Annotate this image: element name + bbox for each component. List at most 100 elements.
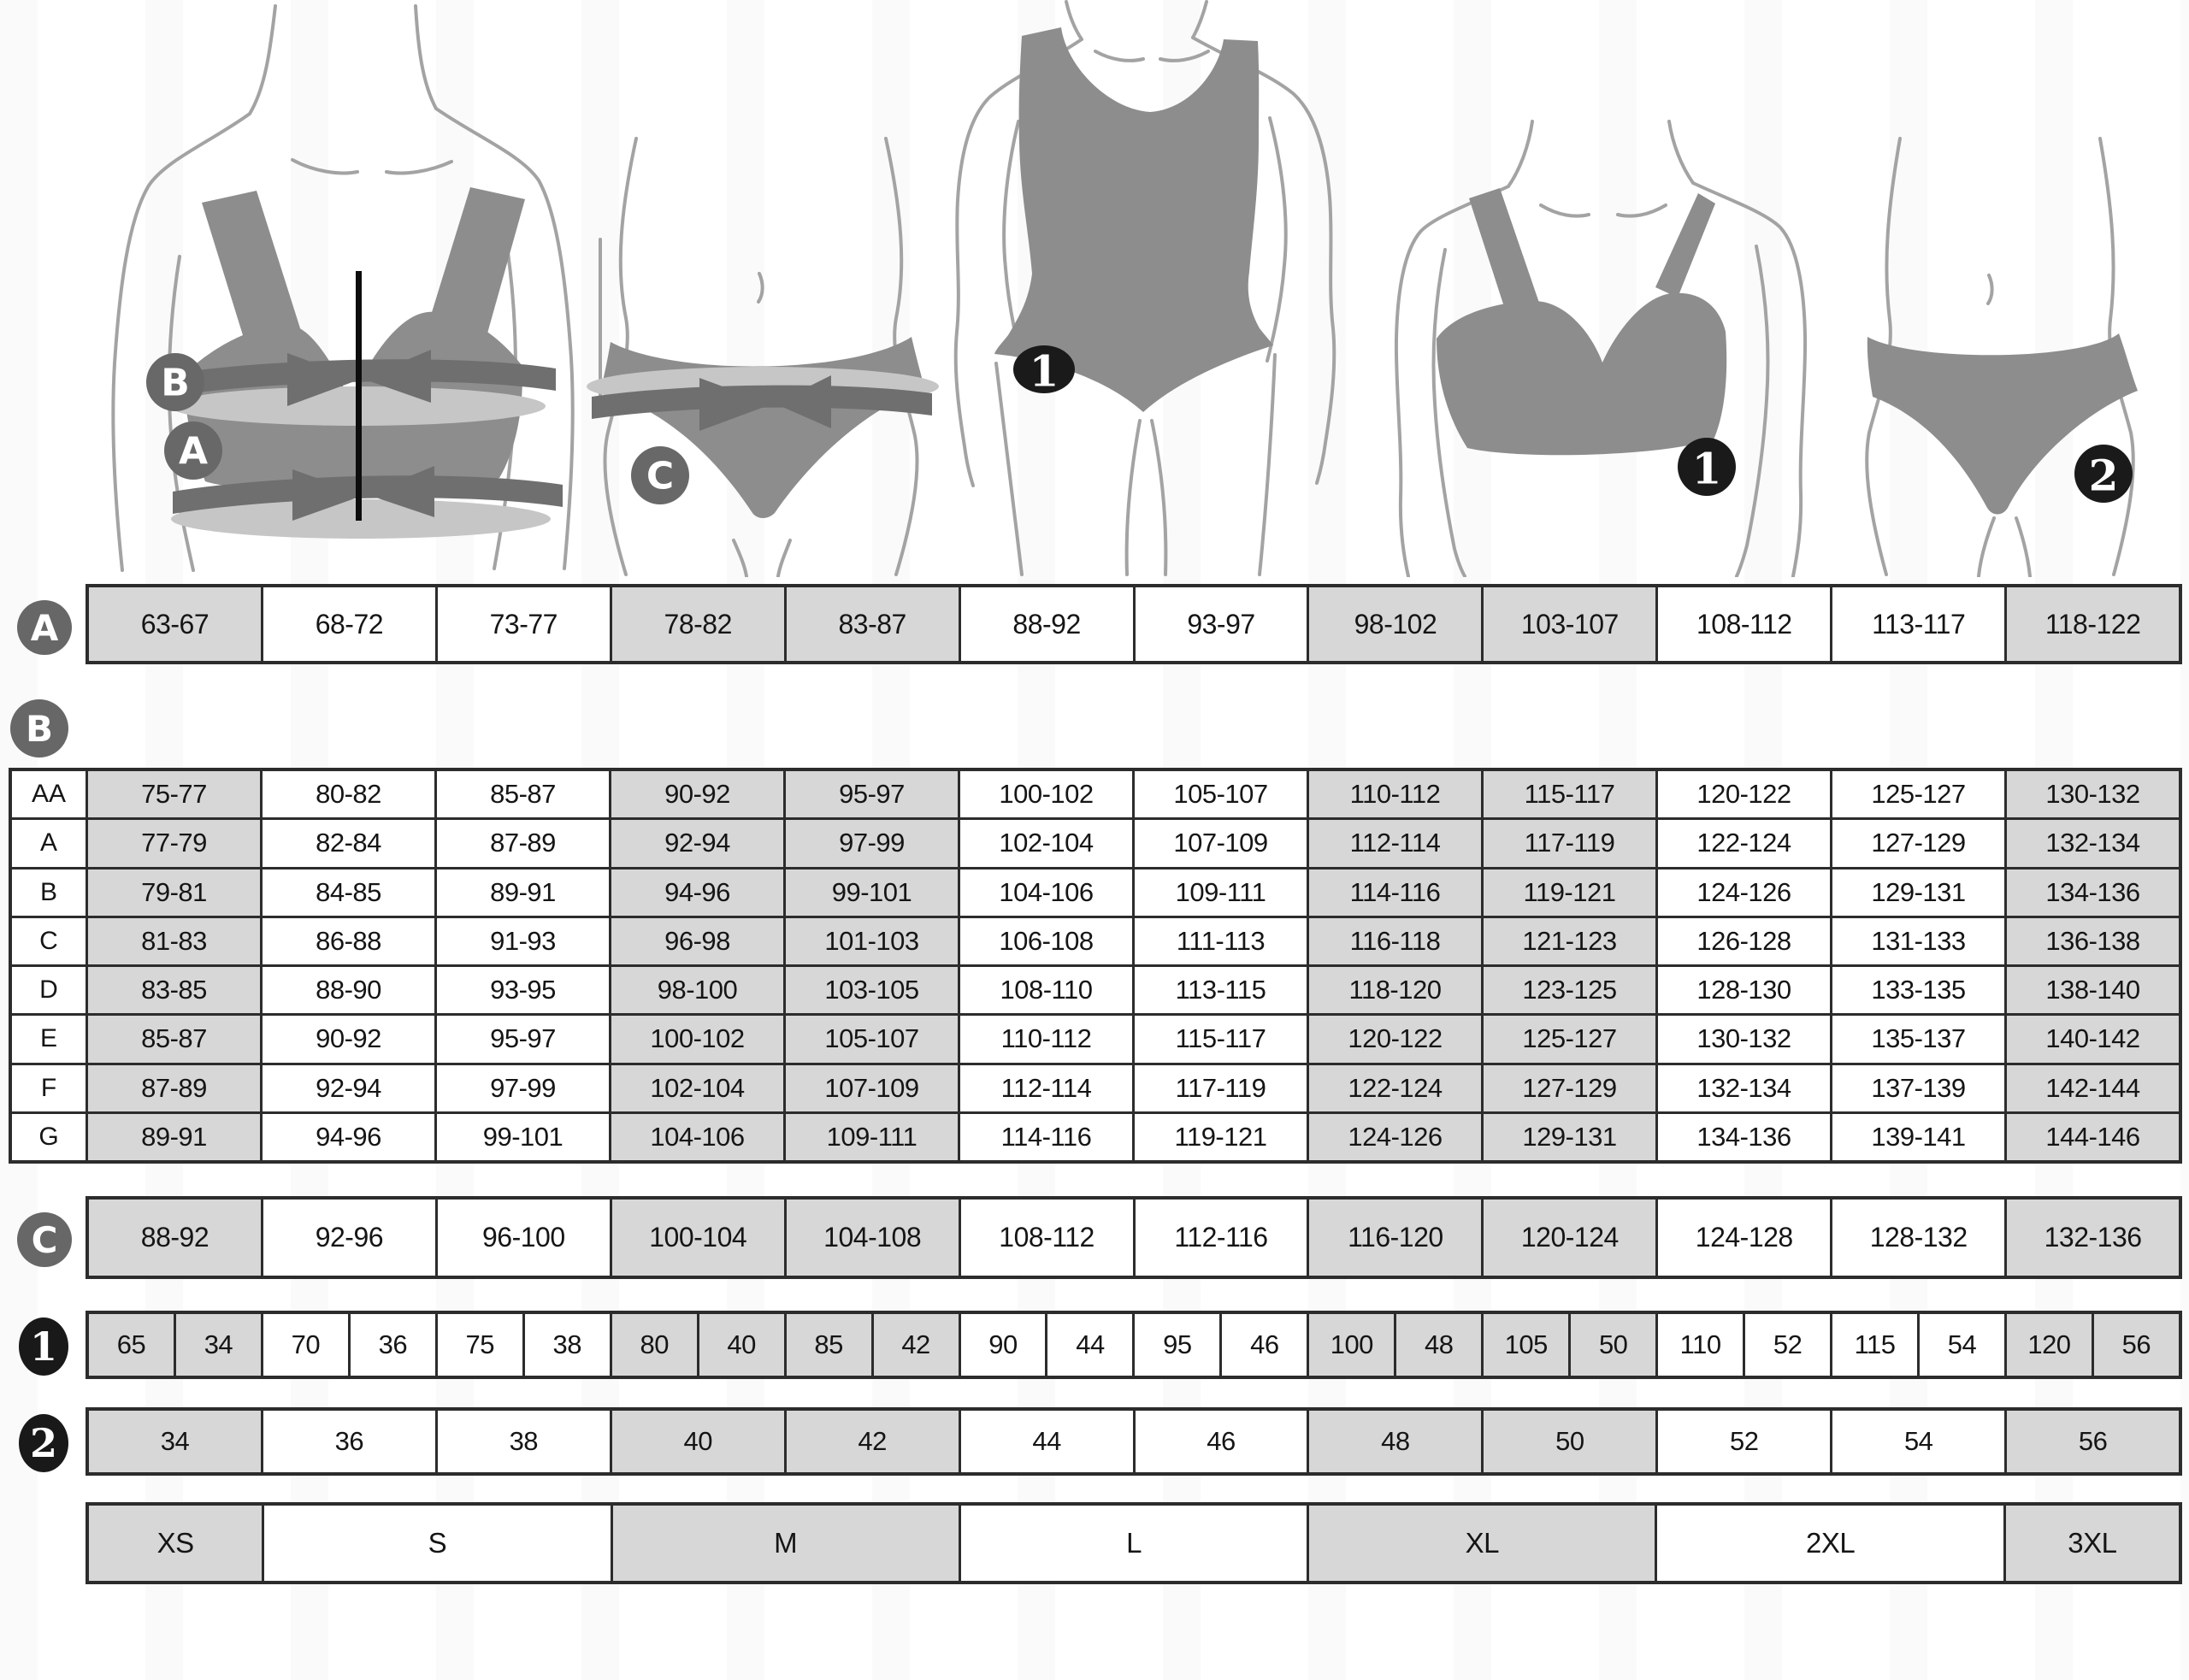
cup-row-label: G <box>12 1113 88 1160</box>
hip-cell: 116-120 <box>1309 1200 1484 1276</box>
measure-badge-c-icon <box>631 446 689 504</box>
bust-cell: 110-112 <box>960 1016 1135 1063</box>
bust-cell: 127-129 <box>1484 1064 1658 1111</box>
underbust-cell: 93-97 <box>1136 587 1310 661</box>
bust-cell: 90-92 <box>263 1016 437 1063</box>
bust-cell: 125-127 <box>1832 771 2007 818</box>
bust-cell: 113-115 <box>1135 967 1309 1014</box>
bust-cell: 87-89 <box>88 1064 263 1111</box>
cup-table-row: AA 75-77 80-82 85-87 90-92 95-97 100-102 105-10… <box>12 771 2179 821</box>
navel-mark <box>757 272 764 304</box>
international-size-row: XS S M L XL 2XL 3XL <box>86 1502 2182 1584</box>
bra-garment <box>1437 188 1727 456</box>
bra-size-cell: 120 <box>2006 1314 2094 1376</box>
underbust-cell: 108-112 <box>1658 587 1833 661</box>
bust-cell: 107-109 <box>786 1064 960 1111</box>
bust-cell: 115-117 <box>1484 771 1658 818</box>
arrow-right-icon <box>292 469 364 521</box>
bust-cell: 120-122 <box>1658 771 1832 818</box>
bust-cell: 114-116 <box>960 1113 1135 1160</box>
underbust-cell: 83-87 <box>786 587 961 661</box>
bra-size-cell: 38 <box>525 1314 612 1376</box>
arrow-left-icon <box>366 466 434 517</box>
bust-cell: 104-106 <box>611 1113 786 1160</box>
bra-size-cell: 46 <box>1222 1314 1310 1376</box>
cup-row-label: E <box>12 1016 88 1063</box>
bust-cell: 94-96 <box>263 1113 437 1160</box>
bust-cell: 75-77 <box>88 771 263 818</box>
row-label-b: B <box>10 699 68 757</box>
arrow-left-icon <box>363 350 431 403</box>
cup-table-row: D 83-85 88-90 93-95 98-100 103-105 108-110 113-… <box>12 967 2179 1017</box>
bust-cell: 125-127 <box>1484 1016 1658 1063</box>
bust-cell: 132-134 <box>2007 820 2179 867</box>
product-badge-2-icon <box>2074 445 2133 503</box>
bust-cell: 86-88 <box>263 917 437 964</box>
bust-cell: 89-91 <box>437 869 611 916</box>
international-size-cell: XL <box>1309 1506 1658 1581</box>
bra-size-cell: 100 <box>1309 1314 1397 1376</box>
cup-row-label: AA <box>12 771 88 818</box>
row-label-c: C <box>17 1212 72 1267</box>
product-badge-1-label: 1 <box>1030 346 1059 397</box>
dress-size-cell: 46 <box>1136 1411 1310 1472</box>
hip-row: 88-92 92-96 96-100 100-104 104-108 108-112 112… <box>86 1196 2182 1279</box>
bust-cell: 133-135 <box>1832 967 2007 1014</box>
bust-cell: 85-87 <box>437 771 611 818</box>
bust-cell: 138-140 <box>2007 967 2179 1014</box>
underbust-row: 63-67 68-72 73-77 78-82 83-87 88-92 93-97 98-10… <box>86 584 2182 664</box>
bust-cell: 116-118 <box>1309 917 1484 964</box>
bust-cell: 92-94 <box>611 820 786 867</box>
hip-cell: 100-104 <box>611 1200 787 1276</box>
figure-bodysuit: 1 <box>953 0 1336 576</box>
row-label-a: A <box>17 600 72 655</box>
bust-cell: 95-97 <box>437 1016 611 1063</box>
bust-cell: 82-84 <box>263 820 437 867</box>
bust-cell: 131-133 <box>1832 917 2007 964</box>
arrow-right-icon <box>699 378 771 431</box>
measure-badge-a-icon <box>164 421 222 480</box>
navel-mark <box>1986 274 1994 305</box>
dress-size-cell: 42 <box>786 1411 961 1472</box>
bust-cell: 121-123 <box>1484 917 1658 964</box>
bra-size-cell: 36 <box>351 1314 438 1376</box>
hip-cell: 120-124 <box>1484 1200 1659 1276</box>
bust-cell: 124-126 <box>1658 869 1832 916</box>
bust-cell: 128-130 <box>1658 967 1832 1014</box>
bra-size-cell: 80 <box>611 1314 699 1376</box>
underbust-cell: 113-117 <box>1832 587 2008 661</box>
dress-size-cell: 34 <box>89 1411 263 1472</box>
dress-size-row: 34 36 38 40 42 44 46 48 50 52 54 56 <box>86 1407 2182 1476</box>
dress-size-cell: 44 <box>961 1411 1136 1472</box>
bust-cell: 118-120 <box>1309 967 1484 1014</box>
bust-cell: 102-104 <box>611 1064 786 1111</box>
body-outline <box>953 0 1336 576</box>
bust-cell: 129-131 <box>1832 869 2007 916</box>
bra-size-cell: 65 <box>89 1314 176 1376</box>
dress-size-cell: 48 <box>1309 1411 1484 1472</box>
bodysuit-garment <box>994 27 1273 412</box>
bra-size-row: 65 34 70 36 75 38 80 40 85 42 90 44 95 46 100 48 105 50 11… <box>86 1311 2182 1379</box>
bust-cell: 140-142 <box>2007 1016 2179 1063</box>
bust-cell: 89-91 <box>88 1113 263 1160</box>
bust-cell: 122-124 <box>1658 820 1832 867</box>
bust-cell: 83-85 <box>88 967 263 1014</box>
bust-cell: 130-132 <box>1658 1016 1832 1063</box>
hip-cell: 88-92 <box>89 1200 263 1276</box>
bra-size-cell: 70 <box>263 1314 351 1376</box>
cup-table-row: B 79-81 84-85 89-91 94-96 99-101 104-106 109-11… <box>12 869 2179 918</box>
bust-cell: 119-121 <box>1135 1113 1309 1160</box>
bust-cell: 99-101 <box>437 1113 611 1160</box>
center-front-line <box>356 271 362 521</box>
bra-size-cell: 105 <box>1484 1314 1572 1376</box>
cup-row-label: F <box>12 1064 88 1111</box>
bust-cell: 134-136 <box>1658 1113 1832 1160</box>
dress-size-cell: 38 <box>438 1411 612 1472</box>
bust-cell: 117-119 <box>1135 1064 1309 1111</box>
cup-table-row: E 85-87 90-92 95-97 100-102 105-107 110-112 115… <box>12 1016 2179 1065</box>
bust-cell: 96-98 <box>611 917 786 964</box>
international-size-cell: XS <box>89 1506 265 1581</box>
bust-cell: 109-111 <box>1135 869 1309 916</box>
measure-badge-c-label: C <box>646 455 674 498</box>
bust-cell: 135-137 <box>1832 1016 2007 1063</box>
